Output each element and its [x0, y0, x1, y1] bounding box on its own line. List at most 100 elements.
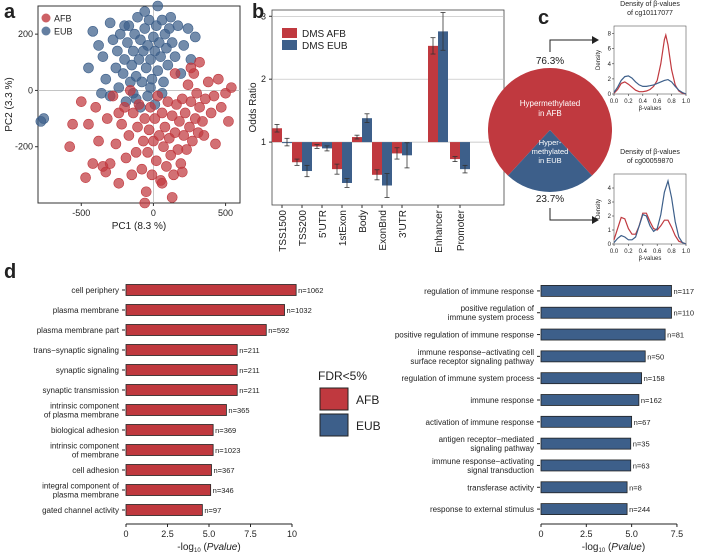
scatter-point-eub: [145, 82, 156, 93]
scatter-point-eub: [172, 20, 184, 32]
bar-afb: [125, 364, 238, 376]
scatter-point-afb: [185, 96, 197, 107]
x-tick-label: 2.5: [161, 529, 174, 539]
pca-scatter-panel: -500 0 500 200 0 -200 PC1 (8.3 %) PC2 (3.3 %) AF…: [4, 0, 241, 232]
density-frame: [613, 173, 687, 245]
scatter-point-afb: [100, 166, 112, 178]
x-axis-title: -log10 (Pvalue): [177, 542, 240, 554]
scatter-point-eub: [158, 76, 169, 88]
bar-eub: [540, 459, 632, 472]
density-title: Density of β-values: [620, 149, 680, 156]
x-tick-label: 5.0: [625, 529, 638, 539]
legend-label: DMS AFB: [302, 29, 346, 40]
scatter-point-afb: [166, 192, 178, 203]
pie-eub-label: Hyper-: [539, 138, 562, 147]
category-label: of membrane: [72, 451, 120, 460]
scatter-point-afb: [104, 158, 116, 169]
scatter-point-afb: [153, 130, 165, 141]
fdr-legend-title: FDR<5%: [318, 369, 367, 383]
density-title: Density of β-values: [620, 1, 680, 8]
scatter-point-afb: [75, 96, 87, 107]
x-tick-label: -500: [72, 208, 90, 218]
category-label: cell adhesion: [72, 466, 119, 475]
x-axis-title-part: ): [642, 542, 645, 553]
panel-letter-d: d: [4, 261, 16, 283]
x-tick-label: 0.6: [653, 249, 662, 255]
scatter-point-eub: [153, 37, 165, 48]
bar-count-label: n=117: [674, 287, 695, 296]
x-axis-title: β-values: [639, 106, 662, 112]
y-tick-label: 2: [261, 74, 266, 84]
scatter-point-afb: [140, 186, 152, 198]
y-axis-title: Odds Ratio: [248, 82, 259, 132]
scatter-point-afb: [182, 79, 194, 91]
x-tick-label: Body: [358, 210, 369, 233]
x-tick-label: TSS1500: [278, 210, 289, 252]
scatter-point-afb: [130, 147, 142, 158]
scatter-point-eub: [169, 51, 181, 62]
bar-count-label: n=63: [633, 461, 650, 470]
bar-dms-afb: [352, 137, 362, 143]
bar-dms-eub: [342, 142, 352, 183]
category-label: integral component of: [42, 482, 120, 491]
bar-eub: [540, 372, 642, 385]
scatter-point-afb: [80, 172, 91, 183]
bar-afb: [125, 304, 285, 316]
bar-dms-afb: [292, 142, 302, 163]
scatter-point-afb: [213, 73, 224, 85]
scatter-point-afb: [198, 130, 210, 141]
y-tick-label: 8: [608, 32, 612, 38]
bar-count-label: n=1032: [287, 306, 312, 315]
scatter-point-afb: [184, 121, 195, 133]
category-label: immune response: [470, 396, 534, 405]
y-tick-label: 0: [608, 92, 612, 98]
bar-eub: [540, 328, 666, 341]
scatter-point-afb: [139, 113, 151, 124]
category-label: signaling pathway: [470, 444, 534, 453]
scatter-point-eub: [87, 26, 99, 37]
bar-dms-eub: [382, 142, 392, 186]
bar-eub: [540, 285, 672, 297]
y-axis-title: Density: [596, 50, 602, 70]
x-axis-title-part: -log: [177, 542, 194, 553]
scatter-point-eub: [96, 87, 107, 99]
x-tick-label: 7.5: [244, 529, 257, 539]
legend-swatch-dms-afb: [282, 28, 297, 38]
scatter-point-eub: [182, 23, 194, 34]
scatter-point-eub: [119, 20, 130, 32]
bar-dms-eub: [322, 142, 332, 149]
category-label: positive regulation of: [461, 304, 535, 313]
category-label: of plasma membrane: [44, 411, 120, 420]
density-title: of cg10117077: [627, 10, 673, 17]
scatter-point-eub: [139, 6, 151, 17]
legend-swatch-eub: [41, 26, 51, 36]
scatter-point-afb: [165, 149, 177, 161]
bar-dms-afb: [272, 128, 282, 143]
bar-count-label: n=110: [674, 309, 695, 318]
scatter-point-afb: [161, 161, 172, 172]
scatter-point-afb: [136, 163, 148, 175]
y-tick-label: 3: [261, 11, 266, 21]
scatter-point-afb: [187, 135, 198, 147]
scatter-point-afb: [152, 90, 164, 102]
scatter-point-afb: [83, 118, 94, 130]
scatter-point-eub: [166, 37, 178, 48]
bar-dms-eub: [460, 142, 470, 170]
x-axis-title: -log10 (Pvalue): [582, 542, 645, 554]
scatter-point-afb: [126, 169, 138, 181]
category-label: intrinsic component: [50, 402, 120, 411]
y-tick-label: 2: [608, 214, 612, 220]
bar-afb: [125, 424, 214, 436]
scatter-point-eub: [178, 40, 190, 51]
x-axis-title-part: ): [237, 542, 240, 553]
scatter-point-eub: [112, 45, 123, 57]
scatter-point-afb: [226, 82, 237, 93]
bar-dms-eub: [302, 142, 312, 172]
scatter-point-eub: [135, 34, 146, 46]
y-tick-label: 4: [608, 186, 612, 192]
scatter-point-eub: [139, 23, 151, 34]
scatter-point-afb: [156, 107, 168, 119]
legend-label-eub: EUB: [54, 27, 73, 37]
bar-afb: [125, 404, 227, 416]
